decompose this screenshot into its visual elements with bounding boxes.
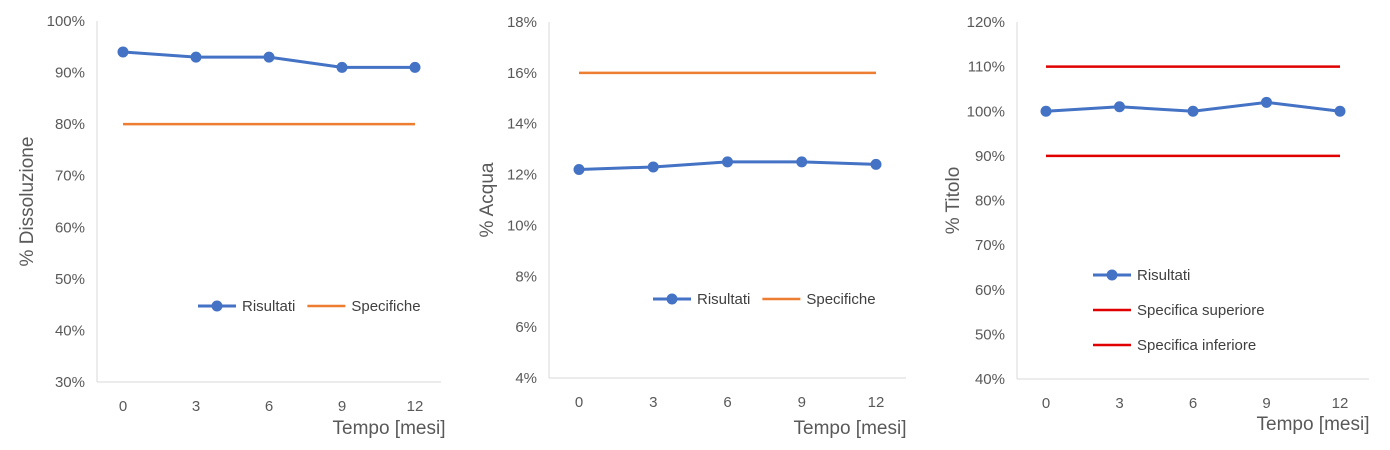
legend-marker xyxy=(211,300,223,312)
legend-label: Specifiche xyxy=(806,291,875,308)
legend-label: Specifica inferiore xyxy=(1137,337,1256,354)
x-axis-title: Tempo [mesi] xyxy=(333,418,446,439)
y-axis-title: % Dissoluzione xyxy=(17,137,38,267)
chart-1: 30% 40% 50% 60% 70% 80% 90% 100% 0 3 6 9 12 Tempo [me… xyxy=(17,13,445,439)
data-point xyxy=(870,158,882,170)
y-tick-label: 16% xyxy=(507,65,537,82)
x-tick-label: 9 xyxy=(338,398,346,415)
x-tick-label: 0 xyxy=(575,394,583,411)
y-tick-label: 30% xyxy=(55,374,85,391)
y-axis-title: % Acqua xyxy=(477,162,498,237)
x-tick-label: 9 xyxy=(1262,395,1270,412)
data-point xyxy=(117,46,129,58)
y-tick-label: 60% xyxy=(975,282,1005,299)
y-tick-label: 120% xyxy=(967,14,1005,31)
data-point xyxy=(1114,101,1125,113)
y-tick-label: 80% xyxy=(975,193,1005,210)
y-tick-label: 40% xyxy=(55,322,85,339)
legend-label: Risultati xyxy=(697,291,750,308)
x-tick-label: 0 xyxy=(1042,395,1050,412)
y-tick-label: 14% xyxy=(507,116,537,133)
chart-2: 4% 6% 8% 10% 12% 14% 16% 18% 0 3 6 9 12 Tempo [mesi]%… xyxy=(477,14,906,439)
data-point xyxy=(263,51,275,63)
legend-marker xyxy=(666,293,678,305)
y-tick-label: 4% xyxy=(515,370,537,387)
y-tick-label: 10% xyxy=(507,217,537,234)
y-tick-label: 50% xyxy=(55,271,85,288)
data-point xyxy=(190,51,202,63)
legend-label: Specifica superiore xyxy=(1137,302,1265,319)
y-tick-label: 70% xyxy=(55,168,85,185)
legend: Risultati Specifiche xyxy=(198,298,421,315)
x-tick-label: 12 xyxy=(1332,395,1349,412)
data-point xyxy=(722,156,733,168)
y-tick-label: 6% xyxy=(515,319,537,336)
y-tick-label: 8% xyxy=(515,268,537,285)
y-tick-label: 50% xyxy=(975,326,1005,343)
y-tick-label: 70% xyxy=(975,237,1005,254)
x-tick-label: 6 xyxy=(265,398,273,415)
data-point xyxy=(1334,105,1346,117)
y-tick-label: 40% xyxy=(975,371,1005,388)
y-tick-label: 110% xyxy=(968,59,1005,76)
legend: Risultati Specifica superiore Specifica in… xyxy=(1093,267,1265,354)
data-point xyxy=(647,161,659,173)
x-axis-title: Tempo [mesi] xyxy=(1257,414,1370,435)
y-tick-label: 100% xyxy=(47,13,85,30)
data-point xyxy=(1261,96,1272,108)
legend: Risultati Specifiche xyxy=(653,291,876,308)
y-tick-label: 12% xyxy=(507,167,537,184)
y-tick-label: 90% xyxy=(55,65,85,82)
x-axis-title: Tempo [mesi] xyxy=(794,418,907,439)
x-tick-label: 3 xyxy=(1115,395,1123,412)
data-point xyxy=(336,61,348,73)
x-tick-label: 9 xyxy=(798,394,806,411)
legend-label: Risultati xyxy=(242,298,295,315)
x-tick-label: 0 xyxy=(119,398,127,415)
legend-label: Specifiche xyxy=(351,298,420,315)
x-tick-label: 3 xyxy=(649,394,657,411)
y-tick-label: 100% xyxy=(967,103,1005,120)
data-point xyxy=(573,163,585,175)
data-point xyxy=(1187,105,1199,117)
data-point xyxy=(796,156,808,168)
legend-marker xyxy=(1106,269,1118,281)
x-tick-label: 3 xyxy=(192,398,200,415)
x-tick-label: 12 xyxy=(407,398,424,415)
x-tick-label: 12 xyxy=(868,394,885,411)
y-tick-label: 18% xyxy=(507,14,537,31)
y-tick-label: 60% xyxy=(55,219,85,236)
data-point xyxy=(1040,105,1052,117)
x-tick-label: 6 xyxy=(1189,395,1197,412)
data-point xyxy=(409,61,421,73)
y-tick-label: 80% xyxy=(55,116,85,133)
x-tick-label: 6 xyxy=(723,394,731,411)
y-tick-label: 90% xyxy=(975,148,1005,165)
chart-3: 40% 50% 60% 70% 80% 90% 100% 110% 120% 0 3 6 9 12 Temp… xyxy=(943,14,1369,435)
y-axis-title: % Titolo xyxy=(943,167,964,235)
legend-label: Risultati xyxy=(1137,267,1190,284)
